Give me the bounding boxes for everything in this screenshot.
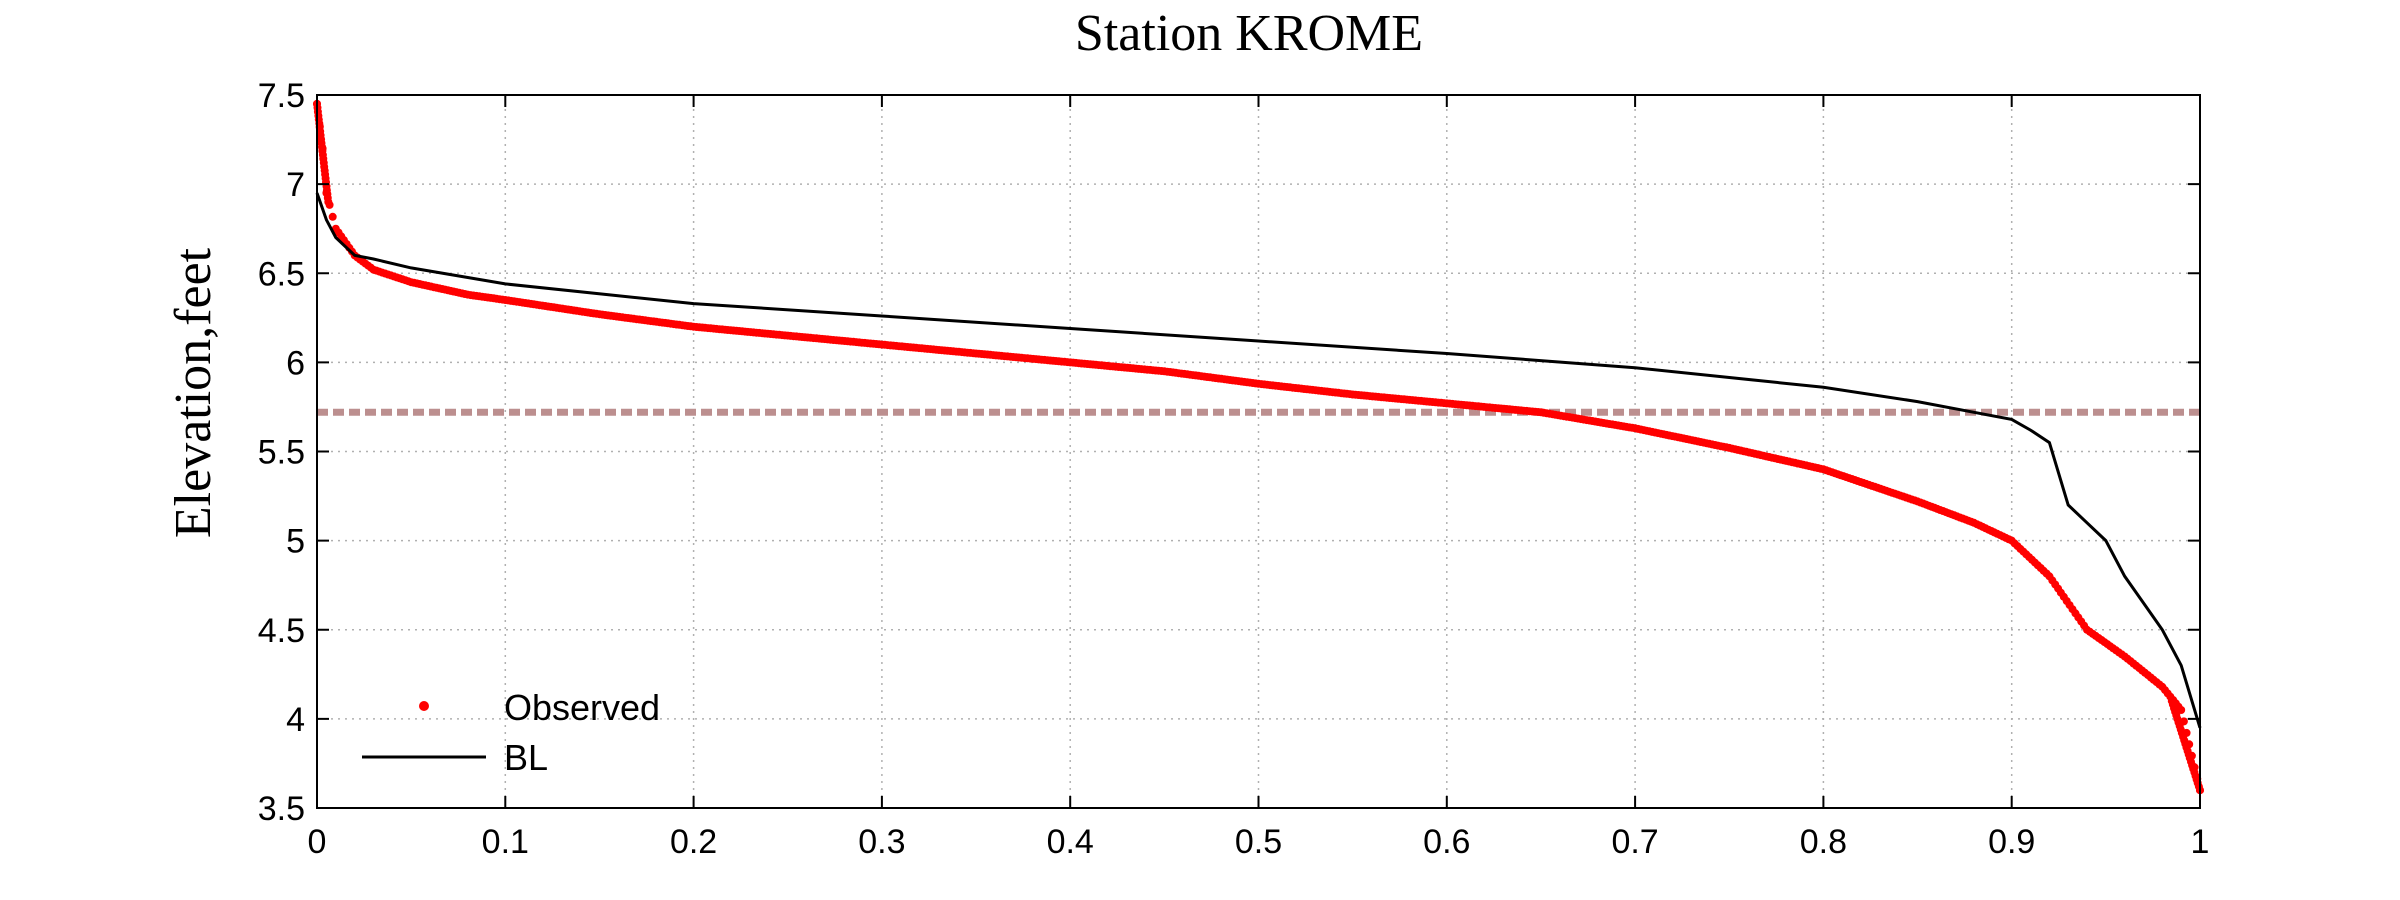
y-tick-label: 7 [286,166,305,204]
x-tick-label: 0.1 [482,823,529,861]
legend: Observed BL [362,687,660,778]
legend-marker-observed [419,701,429,711]
y-tick-label: 5.5 [258,434,305,472]
axis-ticks: 0 0.1 0.2 0.3 0.4 0.5 0.6 0.7 0.8 0.9 1 3.5 4 4.5 5 5.5… [258,77,2210,861]
bl-series [315,192,2202,729]
y-tick-label: 7.5 [258,77,305,115]
y-tick-label: 5 [286,523,305,561]
observed-series [313,99,2204,795]
y-tick-label: 6.5 [258,255,305,293]
bl-line [315,192,2202,729]
legend-label-observed: Observed [504,687,660,728]
y-tick-label: 4 [286,701,305,739]
observed-point [2177,706,2186,714]
chart-title: Station KROME [1075,5,1423,62]
grid [317,95,2200,808]
legend-label-bl: BL [504,737,548,778]
x-tick-label: 0.2 [670,823,717,861]
y-tick-label: 6 [286,344,305,382]
x-tick-label: 0.8 [1800,823,1847,861]
x-tick-label: 0.5 [1235,823,1282,861]
x-tick-label: 0.7 [1611,823,1658,861]
observed-point [328,212,337,221]
x-tick-label: 1 [2191,823,2210,861]
observed-point [324,197,333,206]
x-tick-label: 0.6 [1423,823,1470,861]
x-tick-label: 0 [308,823,327,861]
y-axis-label: Elevation,feet [165,247,222,538]
y-tick-label: 3.5 [258,790,305,828]
x-tick-label: 0.3 [858,823,905,861]
x-tick-label: 0.4 [1047,823,1094,861]
x-tick-label: 0.9 [1988,823,2035,861]
y-tick-label: 4.5 [258,612,305,650]
